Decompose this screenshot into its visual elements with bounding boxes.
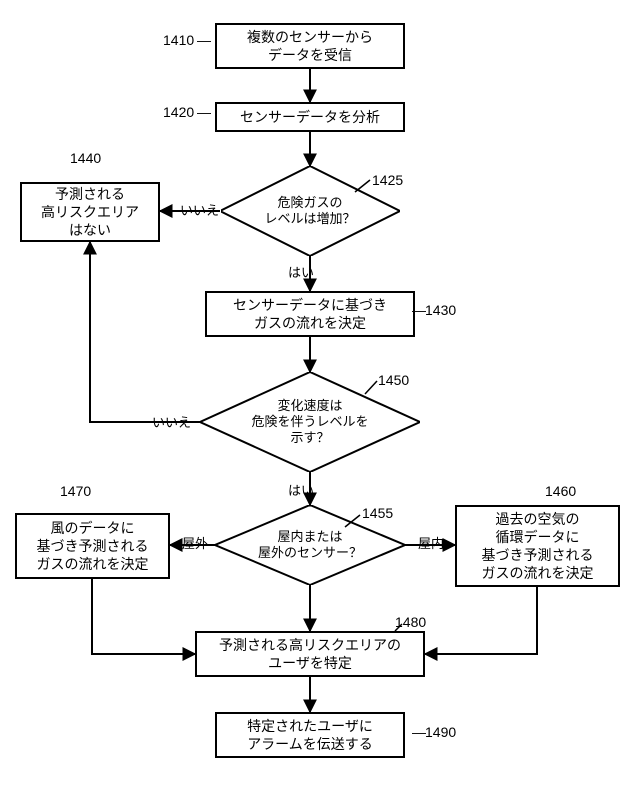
edge-label-1455-out: 屋外: [180, 533, 210, 552]
ref-dash-1490: —: [412, 724, 426, 740]
node-1440-text: 予測される高リスクエリアはない: [41, 185, 139, 240]
node-1410: 複数のセンサーからデータを受信: [215, 23, 405, 69]
node-1470: 風のデータに基づき予測されるガスの流れを決定: [15, 513, 170, 579]
node-1455-text: 屋内または屋外のセンサー？: [258, 529, 362, 562]
edge-label-1425-no: いいえ: [178, 200, 221, 219]
node-1490: 特定されたユーザにアラームを伝送する: [215, 712, 405, 758]
ref-1440: 1440: [70, 150, 101, 166]
node-1425-text: 危険ガスのレベルは増加？: [264, 195, 355, 228]
node-1460: 過去の空気の循環データに基づき予測されるガスの流れを決定: [455, 505, 620, 587]
ref-dash-1410: —: [197, 32, 211, 48]
node-1410-text: 複数のセンサーからデータを受信: [247, 28, 373, 64]
ref-1460: 1460: [545, 483, 576, 499]
node-1430: センサーデータに基づきガスの流れを決定: [205, 291, 415, 337]
ref-1455: 1455: [362, 505, 393, 521]
node-1460-text: 過去の空気の循環データに基づき予測されるガスの流れを決定: [482, 510, 594, 583]
ref-1470: 1470: [60, 483, 91, 499]
ref-1430: 1430: [425, 302, 456, 318]
node-1420: センサーデータを分析: [215, 102, 405, 132]
node-1420-text: センサーデータを分析: [240, 108, 380, 126]
node-1480: 予測される高リスクエリアのユーザを特定: [195, 631, 425, 677]
node-1480-text: 予測される高リスクエリアのユーザを特定: [219, 636, 401, 672]
ref-1420: 1420: [163, 104, 194, 120]
edge-label-1455-in: 屋内: [416, 533, 446, 552]
ref-dash-1430: —: [412, 302, 426, 318]
ref-1450: 1450: [378, 372, 409, 388]
ref-1480: 1480: [395, 614, 426, 630]
ref-1425: 1425: [372, 172, 403, 188]
node-1470-text: 風のデータに基づき予測されるガスの流れを決定: [37, 519, 149, 574]
node-1490-text: 特定されたユーザにアラームを伝送する: [247, 717, 373, 753]
edge-label-1450-yes: はい: [286, 480, 316, 499]
edge-label-1425-yes: はい: [286, 262, 316, 281]
edge-label-1450-no: いいえ: [150, 412, 193, 431]
node-1440: 予測される高リスクエリアはない: [20, 182, 160, 242]
ref-1410: 1410: [163, 32, 194, 48]
node-1430-text: センサーデータに基づきガスの流れを決定: [233, 296, 387, 332]
ref-dash-1420: —: [197, 104, 211, 120]
node-1450-text: 変化速度は危険を伴うレベルを示す？: [251, 398, 368, 447]
ref-1490: 1490: [425, 724, 456, 740]
